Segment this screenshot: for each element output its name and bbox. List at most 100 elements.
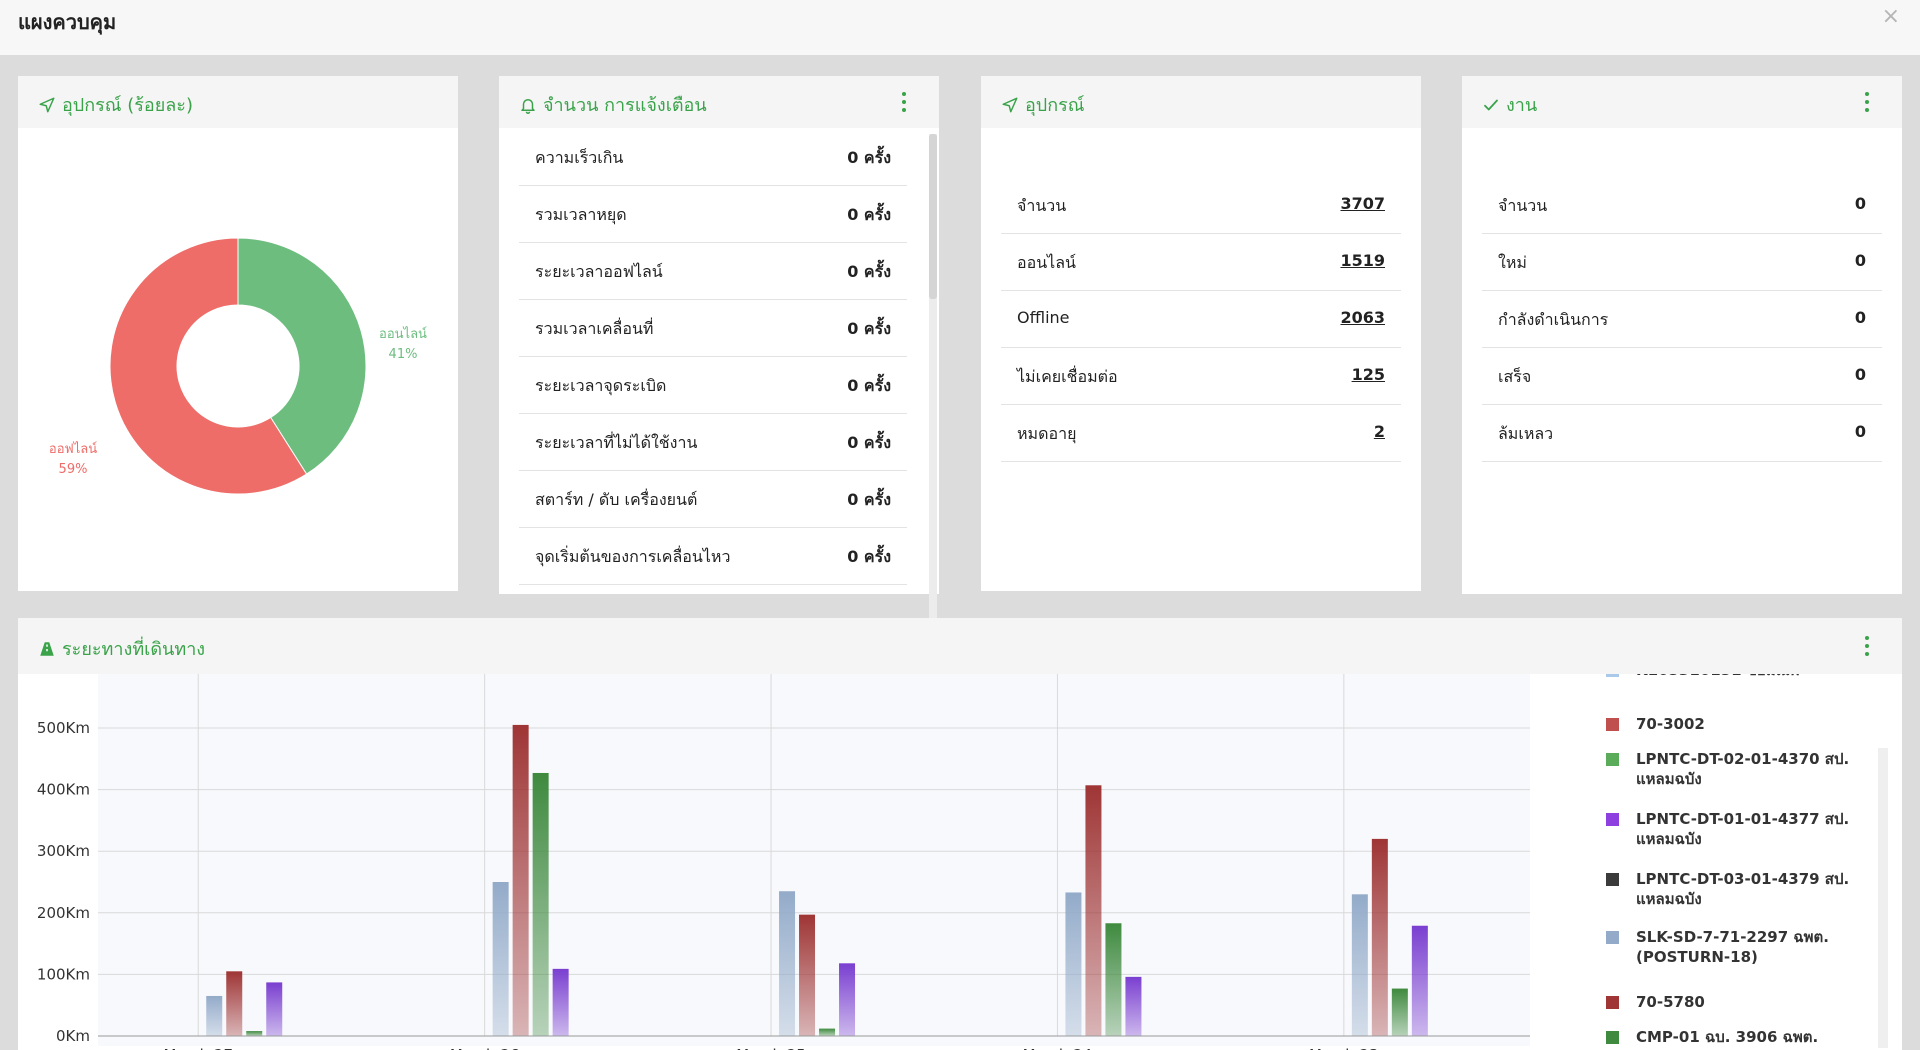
bar[interactable] — [492, 882, 509, 1036]
legend-label: 70-5780 — [1636, 993, 1705, 1011]
bar[interactable] — [552, 968, 569, 1036]
bar[interactable] — [1371, 838, 1388, 1036]
row-value-link[interactable]: 125 — [1351, 365, 1385, 384]
card-header: จำนวน การแจ้งเตือน — [499, 76, 939, 128]
row-value: 0 ครั้ง — [847, 433, 891, 452]
row-value-link[interactable]: 1519 — [1340, 251, 1385, 270]
more-options-icon[interactable] — [901, 92, 907, 114]
y-tick-label: 0Km — [56, 1027, 90, 1045]
x-tick-label: March 27 — [163, 1046, 233, 1050]
row-value-link[interactable]: 2063 — [1340, 308, 1385, 327]
row-value: 0 — [1854, 251, 1866, 270]
bar[interactable] — [512, 724, 529, 1036]
distance-card: ระยะทางที่เดินทาง 0Km 100Km 200Km 300Km 400K… — [18, 618, 1902, 1050]
x-tick-label: March 25 — [736, 1046, 806, 1050]
row-label: สตาร์ท / ดับ เครื่องยนต์ — [535, 490, 698, 509]
bar[interactable] — [1391, 988, 1408, 1036]
row-label: รวมเวลาหยุด — [535, 205, 627, 224]
list-row: ความเร็วเกิน 0 ครั้ง — [519, 128, 907, 186]
list-row: รวมเวลาหยุด 0 ครั้ง — [519, 185, 907, 243]
row-label: ระยะเวลาจุดระเบิด — [535, 376, 667, 395]
bell-icon — [521, 98, 535, 114]
row-value: 0 — [1854, 365, 1866, 384]
bar[interactable] — [226, 971, 243, 1036]
row-value: 0 — [1854, 308, 1866, 327]
bar[interactable] — [206, 995, 223, 1036]
legend-swatch — [1606, 718, 1619, 731]
row-value: 0 ครั้ง — [847, 490, 891, 509]
y-tick-label: 500Km — [37, 719, 90, 737]
bar[interactable] — [819, 1028, 836, 1036]
donut-slice[interactable] — [237, 237, 367, 475]
card-title: อุปกรณ์ — [1025, 95, 1085, 116]
bar[interactable] — [532, 772, 549, 1036]
tasks-card: งาน จำนวน 0 ใหม่ 0 กำลังดำเนินการ 0 เสร็จ 0 ล้มเ… — [1462, 76, 1902, 594]
card-header: งาน — [1462, 76, 1902, 128]
bar[interactable] — [1065, 892, 1082, 1036]
list-row: ออนไลน์ 1519 — [1001, 233, 1401, 291]
list-row: หมดอายุ 2 — [1001, 404, 1401, 462]
row-value: 0 — [1854, 422, 1866, 441]
row-label: จำนวน — [1498, 196, 1548, 215]
legend-label: LPNTC-DT-01-01-4377 สป. แหลมฉบัง — [1636, 810, 1850, 848]
chart-legend: K165316151 ขยมณีพ 70-3002 LPNTC-DT-02-01-4… — [1606, 674, 1866, 1050]
row-label: ล้มเหลว — [1498, 424, 1554, 443]
y-tick-label: 400Km — [37, 781, 90, 799]
bar[interactable] — [1105, 923, 1122, 1036]
slice-label: ออนไลน์ — [379, 326, 427, 342]
alerts-card: จำนวน การแจ้งเตือน ความเร็วเกิน 0 ครั้ง รว… — [499, 76, 939, 669]
bar[interactable] — [1411, 925, 1428, 1036]
more-options-icon[interactable] — [1864, 636, 1870, 658]
row-label: ใหม่ — [1498, 253, 1527, 272]
row-value-link[interactable]: 3707 — [1340, 194, 1385, 213]
bar[interactable] — [1125, 976, 1142, 1036]
y-tick-label: 100Km — [37, 965, 90, 983]
page-title: แผงควบคุม — [18, 10, 117, 34]
list-row: กำลังดำเนินการ 0 — [1482, 290, 1882, 348]
legend-label: LPNTC-DT-03-01-4379 สป. แหลมฉบัง — [1636, 870, 1850, 908]
row-label: จำนวน — [1017, 196, 1067, 215]
bar[interactable] — [266, 982, 283, 1036]
list-row: ระยะเวลาจุดระเบิด 0 ครั้ง — [519, 356, 907, 414]
list-row: ใหม่ 0 — [1482, 233, 1882, 291]
bar[interactable] — [779, 891, 796, 1036]
alerts-list[interactable]: ความเร็วเกิน 0 ครั้ง รวมเวลาหยุด 0 ครั้ง ระย… — [499, 128, 927, 594]
legend-scrollbar[interactable] — [1878, 748, 1888, 1048]
list-row: สตาร์ท / ดับ เครื่องยนต์ 0 ครั้ง — [519, 470, 907, 528]
scrollbar[interactable] — [929, 134, 937, 669]
donut-slice[interactable] — [109, 237, 308, 495]
row-label: ระยะเวลาออฟไลน์ — [535, 262, 663, 281]
bar[interactable] — [1085, 785, 1102, 1036]
scrollbar-thumb[interactable] — [929, 134, 937, 299]
legend-swatch — [1606, 1031, 1619, 1044]
more-options-icon[interactable] — [1864, 92, 1870, 114]
card-title: ระยะทางที่เดินทาง — [62, 639, 206, 660]
legend-label: SLK-SD-7-71-2297 ฉพต. (POSTURN-18) — [1636, 928, 1829, 966]
bar[interactable] — [799, 914, 816, 1036]
navigation-arrow-icon — [39, 97, 55, 112]
legend-label: CMP-01 ฉบ. 3906 ฉพต. — [1636, 1028, 1819, 1046]
row-label: เสร็จ — [1498, 367, 1532, 386]
devices-percent-card: อุปกรณ์ (ร้อยละ) ออนไลน์ 41% ออฟไลน์ 59% — [18, 76, 458, 591]
legend-label: K165316151 ขยมณีพ — [1636, 674, 1856, 680]
distance-bar-chart: 0Km 100Km 200Km 300Km 400Km 500Km March 27 Marc… — [37, 674, 1530, 1050]
row-label: ความเร็วเกิน — [535, 148, 624, 167]
close-icon[interactable]: × — [1881, 4, 1900, 29]
row-value: 0 ครั้ง — [847, 319, 891, 338]
card-header: อุปกรณ์ (ร้อยละ) — [18, 76, 458, 128]
row-label: รวมเวลาเคลื่อนที่ — [535, 319, 654, 338]
legend-swatch — [1606, 873, 1619, 886]
bar[interactable] — [1351, 894, 1368, 1036]
bar[interactable] — [246, 1031, 263, 1036]
bar[interactable] — [839, 963, 856, 1036]
slice-percent-label: 41% — [389, 347, 418, 362]
top-bar: แผงควบคุม × — [0, 0, 1920, 55]
y-tick-label: 200Km — [37, 904, 90, 922]
x-tick-label: March 24 — [1023, 1046, 1093, 1050]
row-value-link[interactable]: 2 — [1373, 422, 1385, 441]
legend-swatch — [1606, 674, 1619, 677]
slice-label: ออฟไลน์ — [49, 441, 97, 457]
legend-swatch — [1606, 996, 1619, 1009]
row-label: หมดอายุ — [1017, 424, 1077, 443]
row-label: ออนไลน์ — [1017, 253, 1076, 272]
